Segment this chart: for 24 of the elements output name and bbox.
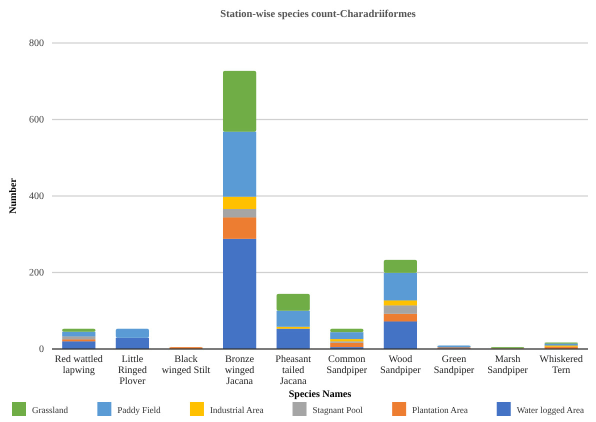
x-tick-label: Pheasant tailed Jacana	[275, 354, 312, 387]
x-tick-label: Black winged Stilt	[162, 354, 211, 376]
y-tick-label: 200	[29, 268, 44, 279]
x-tick-label: Whiskered Tern	[540, 354, 583, 376]
x-tick-label: Common Sandpiper	[326, 354, 368, 376]
x-tick-label: Green Sandpiper	[434, 354, 475, 376]
legend-label: Grassland	[32, 405, 68, 415]
y-tick-label: 400	[29, 191, 44, 202]
x-tick-label: Little Ringed Plover	[118, 354, 147, 387]
legend-label: Industrial Area	[210, 405, 264, 415]
y-tick-label: 800	[29, 38, 44, 50]
y-tick-label: 0	[39, 344, 44, 356]
x-tick-label: Marsh Sandpiper	[487, 354, 529, 376]
x-tick-label: Bronze winged Jacana	[224, 354, 255, 387]
legend-label: Plantation Area	[412, 405, 468, 415]
legend-label: Water logged Area	[516, 405, 584, 415]
legend-label: Paddy Field	[117, 405, 162, 415]
x-tick-label: Red wattled lapwing	[54, 354, 103, 376]
y-axis-title: Number	[8, 178, 19, 214]
chart-title: Station-wise species count-Charadriiformes	[220, 9, 416, 20]
x-tick-label: Wood Sandpiper	[380, 354, 422, 376]
x-axis-title: Species Names	[288, 389, 352, 400]
y-tick-label: 600	[29, 114, 44, 126]
legend-label: Stagnant Pool	[312, 405, 364, 415]
